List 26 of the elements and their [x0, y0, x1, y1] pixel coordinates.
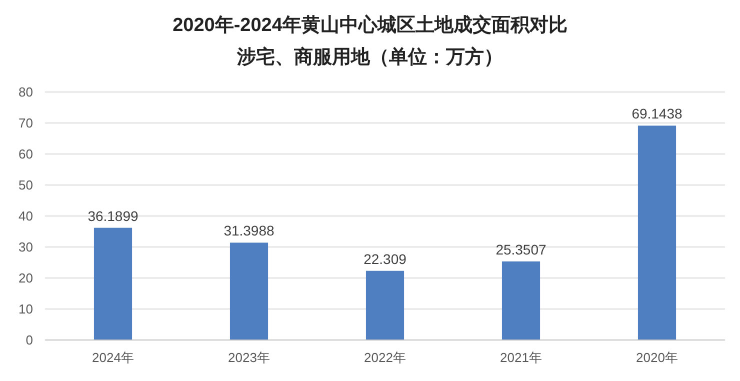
data-label: 25.3507	[496, 241, 547, 258]
y-tick-label: 40	[18, 208, 33, 224]
x-tick-label: 2024年	[92, 350, 134, 365]
y-tick-label: 30	[18, 240, 33, 254]
y-tick-label: 0	[26, 332, 33, 348]
y-tick-label: 60	[18, 146, 33, 162]
bar	[230, 242, 268, 340]
bar	[366, 270, 404, 340]
data-label: 31.3988	[224, 222, 275, 239]
y-tick-label: 10	[18, 302, 33, 316]
x-tick-label: 2021年	[500, 350, 542, 365]
bar	[502, 261, 540, 340]
bar	[638, 126, 676, 340]
data-label: 69.1438	[632, 106, 683, 122]
x-tick-label: 2020年	[636, 350, 678, 365]
x-tick-label: 2022年	[364, 350, 406, 365]
chart-subtitle: 涉宅、商服用地（单位：万方）	[236, 46, 503, 68]
chart-title: 2020年-2024年黄山中心城区土地成交面积对比	[172, 14, 568, 36]
y-tick-label: 20	[18, 270, 33, 286]
data-label: 36.1899	[88, 208, 139, 224]
y-tick-label: 70	[18, 116, 33, 130]
y-tick-label: 50	[18, 178, 33, 192]
y-tick-label: 80	[18, 84, 33, 100]
data-label: 22.309	[364, 250, 407, 267]
bar	[94, 228, 132, 340]
x-tick-label: 2023年	[228, 350, 270, 365]
